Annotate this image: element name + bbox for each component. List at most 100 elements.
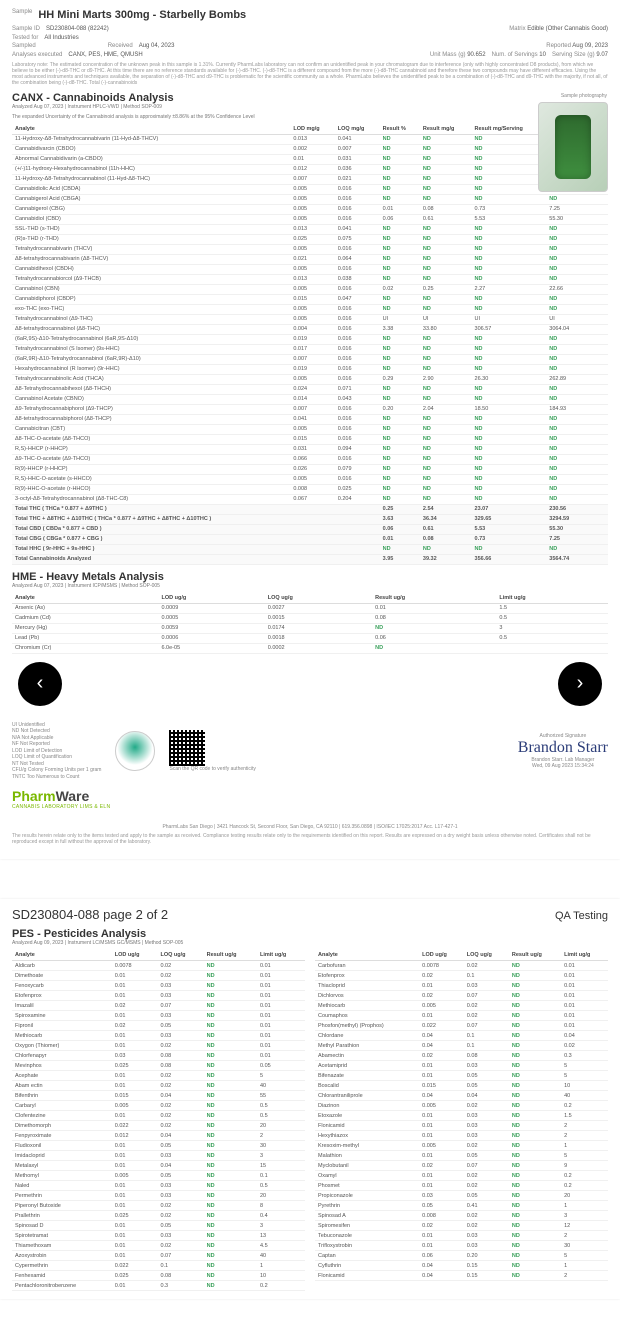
- value-cell: ND: [472, 144, 547, 154]
- table-row: Lead (Pb)0.00060.00180.060.5: [12, 633, 608, 643]
- value-cell: 1: [561, 1141, 608, 1151]
- value-cell: 0.02: [112, 1021, 158, 1031]
- table-row: Cannabidiol (CBD)0.0050.0160.060.615.535…: [12, 214, 608, 224]
- value-cell: ND: [420, 364, 472, 374]
- value-cell: 0.02: [157, 1101, 203, 1111]
- table-row: Methomyl0.0050.05ND0.1: [12, 1171, 305, 1181]
- value-cell: 0.02: [464, 1001, 509, 1011]
- value-cell: [290, 504, 334, 514]
- value-cell: 0.01: [561, 1001, 608, 1011]
- analyte-cell: SSL-THD (s-THD): [12, 224, 290, 234]
- footer-address: PharmLabs San Diego | 3421 Hancock St, S…: [12, 824, 608, 830]
- analyte-cell: Dimethomorph: [12, 1121, 112, 1131]
- analyte-cell: Arsenic (As): [12, 603, 158, 613]
- value-cell: ND: [380, 154, 420, 164]
- table-row: Chlorantraniliprole0.040.04ND40: [315, 1091, 608, 1101]
- value-cell: ND: [546, 354, 608, 364]
- table-row: Piperonyl Butoxide0.010.02ND8: [12, 1201, 305, 1211]
- value-cell: 2: [561, 1121, 608, 1131]
- analyte-cell: Fenpyroximate: [12, 1131, 112, 1141]
- analyte-cell: Boscalid: [315, 1081, 419, 1091]
- value-cell: 0.0174: [265, 623, 372, 633]
- analyte-cell: Trifloxystrobin: [315, 1241, 419, 1251]
- value-cell: 0.02: [464, 1221, 509, 1231]
- value-cell: 0.005: [112, 1171, 158, 1181]
- value-cell: ND: [472, 354, 547, 364]
- table-row: Flonicamid0.010.03ND2: [315, 1121, 608, 1131]
- table-row: Trifloxystrobin0.010.03ND30: [315, 1241, 608, 1251]
- value-cell: 20: [257, 1121, 305, 1131]
- analyte-cell: (6aR,9R)-Δ10-Tetrahydrocannabinol (6aR,9…: [12, 354, 290, 364]
- table-row: Boscalid0.0150.05ND10: [315, 1081, 608, 1091]
- tested-for-row: Tested for All Industries: [12, 34, 608, 42]
- value-cell: 0.03: [464, 1061, 509, 1071]
- analyte-cell: R(9)-HHCP (r-HHCP): [12, 464, 290, 474]
- value-cell: ND: [420, 264, 472, 274]
- value-cell: ND: [204, 1171, 257, 1181]
- value-cell: ND: [380, 334, 420, 344]
- value-cell: 0.016: [335, 304, 380, 314]
- value-cell: 0.016: [335, 404, 380, 414]
- table-row: Tebuconazole0.010.03ND2: [315, 1231, 608, 1241]
- value-cell: 12: [561, 1221, 608, 1231]
- value-cell: 5.53: [472, 524, 547, 534]
- value-cell: 0.075: [335, 234, 380, 244]
- table-row: Cypermethrin0.0220.1ND1: [12, 1261, 305, 1271]
- matrix-label: Matrix: [509, 26, 525, 32]
- analyte-cell: Fenoxycarb: [12, 981, 112, 991]
- analyte-cell: Piperonyl Butoxide: [12, 1201, 112, 1211]
- value-cell: 0.036: [335, 164, 380, 174]
- value-cell: 0.016: [335, 354, 380, 364]
- value-cell: ND: [546, 424, 608, 434]
- value-cell: ND: [204, 1021, 257, 1031]
- table-row: Total CBD ( CBDa * 0.877 + CBD )0.060.61…: [12, 524, 608, 534]
- value-cell: ND: [380, 444, 420, 454]
- value-cell: ND: [472, 294, 547, 304]
- analyte-cell: Fludioxonil: [12, 1141, 112, 1151]
- value-cell: 0.024: [290, 384, 334, 394]
- value-cell: 0.03: [464, 1121, 509, 1131]
- value-cell: 0.0018: [265, 633, 372, 643]
- value-cell: ND: [204, 1221, 257, 1231]
- value-cell: ND: [380, 454, 420, 464]
- value-cell: 0.02: [464, 961, 509, 971]
- value-cell: 0.03: [157, 1231, 203, 1241]
- analyte-cell: Total HHC ( 9r-HHC + 9s-HHC ): [12, 544, 290, 554]
- page2-header: SD230804-088 page 2 of 2 QA Testing: [12, 907, 608, 922]
- next-page-button[interactable]: ›: [558, 662, 602, 706]
- value-cell: ND: [509, 1091, 561, 1101]
- brand-row: PharmWare CANNABIS LABORATORY LIMS & ELN…: [12, 788, 608, 830]
- prev-page-button[interactable]: ‹: [18, 662, 62, 706]
- value-cell: 0.04: [561, 1031, 608, 1041]
- table-row: Carbofuran0.00780.02ND0.01: [315, 961, 608, 971]
- col-header: Limit ug/g: [257, 950, 305, 961]
- table-row: Abamectin0.020.08ND0.3: [315, 1051, 608, 1061]
- analyte-cell: Cannabidivarcin (CBDO): [12, 144, 290, 154]
- value-cell: 0.015: [112, 1091, 158, 1101]
- value-cell: ND: [380, 344, 420, 354]
- value-cell: ND: [420, 294, 472, 304]
- value-cell: 0.01: [257, 1051, 305, 1061]
- value-cell: 0.1: [464, 1041, 509, 1051]
- value-cell: ND: [380, 174, 420, 184]
- table-row: Total HHC ( 9r-HHC + 9s-HHC )NDNDNDND: [12, 544, 608, 554]
- value-cell: ND: [546, 364, 608, 374]
- sample-photo: Sample photography: [538, 102, 608, 192]
- value-cell: 0.025: [112, 1271, 158, 1281]
- value-cell: ND: [420, 424, 472, 434]
- value-cell: ND: [372, 643, 496, 653]
- value-cell: ND: [472, 464, 547, 474]
- value-cell: ND: [204, 981, 257, 991]
- value-cell: 3.63: [380, 514, 420, 524]
- analyte-cell: Metalaxyl: [12, 1161, 112, 1171]
- value-cell: 0.01: [112, 1201, 158, 1211]
- value-cell: 0.016: [335, 184, 380, 194]
- hme-table: AnalyteLOD ug/gLOQ ug/gResult ug/gLimit …: [12, 593, 608, 654]
- value-cell: 0.01: [112, 1161, 158, 1171]
- value-cell: ND: [472, 394, 547, 404]
- value-cell: ND: [204, 1051, 257, 1061]
- sample-id: SD230804-088 (82242): [46, 25, 109, 33]
- value-cell: UI: [546, 314, 608, 324]
- analyte-cell: Cannabinol (CBN): [12, 284, 290, 294]
- value-cell: ND: [420, 494, 472, 504]
